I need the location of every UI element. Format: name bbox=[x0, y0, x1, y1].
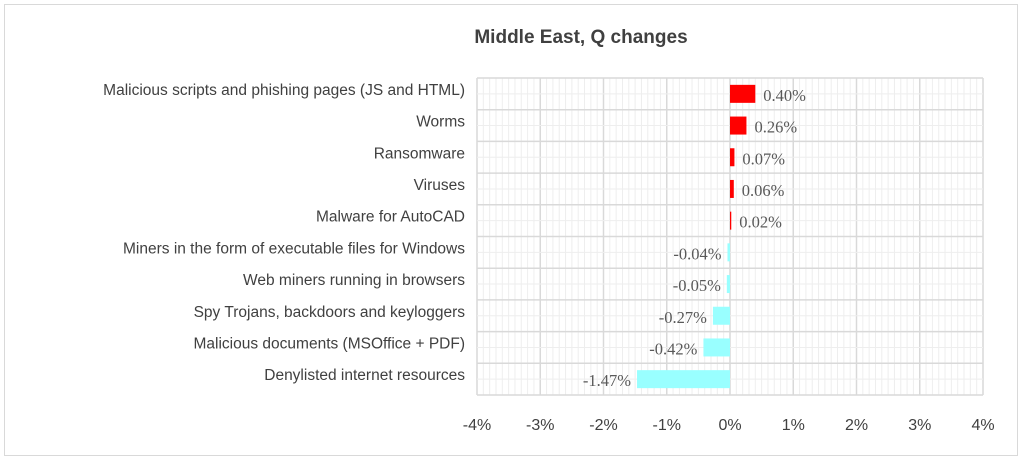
bar bbox=[730, 211, 732, 230]
x-tick-label: -1% bbox=[653, 417, 681, 434]
category-label: Denylisted internet resources bbox=[264, 367, 465, 384]
data-label: 0.40% bbox=[763, 86, 806, 105]
category-label: Viruses bbox=[414, 177, 466, 194]
x-tick-label: 3% bbox=[908, 417, 931, 434]
x-tick-label: 2% bbox=[845, 417, 868, 434]
bar bbox=[703, 338, 730, 357]
x-tick-label: 4% bbox=[971, 417, 994, 434]
x-tick-label: 0% bbox=[718, 417, 741, 434]
x-tick-label: -2% bbox=[589, 417, 617, 434]
category-label: Spy Trojans, backdoors and keyloggers bbox=[194, 304, 466, 321]
x-tick-label: -4% bbox=[463, 417, 491, 434]
category-label: Malicious documents (MSOffice + PDF) bbox=[194, 335, 465, 352]
bar bbox=[730, 116, 747, 135]
category-label: Worms bbox=[416, 114, 465, 131]
bar bbox=[730, 179, 734, 198]
data-label: -0.27% bbox=[659, 308, 707, 327]
data-label: -1.47% bbox=[583, 371, 631, 390]
bar bbox=[727, 243, 730, 262]
data-label: -0.05% bbox=[673, 276, 721, 295]
data-label: 0.02% bbox=[739, 213, 782, 232]
bar bbox=[726, 275, 730, 294]
data-label: -0.42% bbox=[649, 339, 697, 358]
bar bbox=[730, 148, 735, 167]
category-label: Ransomware bbox=[374, 145, 465, 162]
bar bbox=[637, 370, 730, 389]
x-tick-label: 1% bbox=[782, 417, 805, 434]
data-label: -0.04% bbox=[673, 244, 721, 263]
category-label: Malicious scripts and phishing pages (JS… bbox=[103, 82, 465, 99]
category-label: Malware for AutoCAD bbox=[316, 209, 465, 226]
chart-frame bbox=[4, 4, 1018, 456]
category-label: Web miners running in browsers bbox=[243, 272, 465, 289]
data-label: 0.26% bbox=[754, 118, 797, 137]
data-label: 0.07% bbox=[742, 149, 785, 168]
category-label: Miners in the form of executable files f… bbox=[123, 240, 465, 257]
x-tick-label: -3% bbox=[526, 417, 554, 434]
chart-title: Middle East, Q changes bbox=[474, 27, 687, 48]
data-label: 0.06% bbox=[742, 181, 785, 200]
bar bbox=[712, 306, 730, 325]
bar bbox=[730, 84, 756, 103]
